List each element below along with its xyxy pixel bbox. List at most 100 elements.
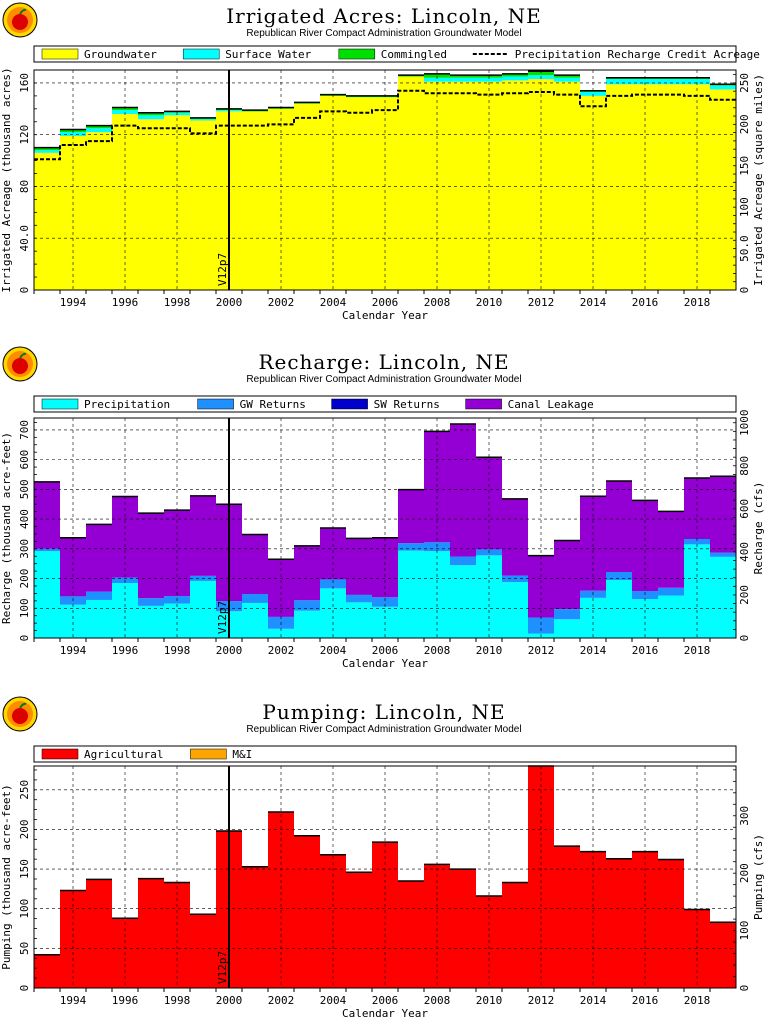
recharge-panel: Recharge: Lincoln, NE Republican River C…	[0, 344, 768, 684]
bar-segment	[138, 513, 164, 599]
bar-segment	[684, 79, 710, 85]
x-tick-label: 1994	[60, 994, 87, 1007]
bar-segment	[684, 84, 710, 290]
x-tick-label: 2016	[632, 994, 659, 1007]
recharge-chart: Precipitation GW Returns SW Returns Canal L…	[0, 395, 765, 670]
legend: Agricultural M&I	[33, 745, 737, 763]
bar-segment	[554, 609, 580, 620]
y-axis-label: Pumping (thousand acre-feet)	[0, 784, 13, 969]
y2-axis-label: Pumping (cfs)	[752, 834, 765, 920]
y2-tick-label: 150	[738, 156, 751, 176]
bar-segment	[138, 112, 164, 116]
bar-segment	[164, 510, 190, 597]
bar-segment	[372, 842, 398, 988]
bar-segment	[606, 858, 632, 988]
y2-tick-label: 100	[738, 197, 751, 217]
y2-tick-label: 200	[738, 114, 751, 134]
x-tick-label: 2010	[476, 644, 503, 657]
bar-segment	[450, 565, 476, 638]
bar-segment	[710, 556, 736, 638]
plot-frame	[33, 417, 737, 639]
bar-segment	[658, 587, 684, 596]
x-tick-label: 2012	[528, 296, 555, 309]
bar-segment	[34, 150, 60, 153]
bar-segment	[450, 75, 476, 78]
bar-segment	[580, 92, 606, 96]
apple-logo-icon	[2, 2, 38, 38]
irrigated-acres-chart: Groundwater Surface Water Commingled Precip…	[0, 45, 765, 322]
x-tick-label: 2006	[372, 994, 399, 1007]
bar-segment	[190, 914, 216, 988]
y-tick-label: 0	[18, 287, 31, 294]
bar-segment	[710, 476, 736, 553]
legend-label: Groundwater	[84, 48, 157, 61]
bar-segment	[632, 851, 658, 988]
bar-segment	[34, 551, 60, 638]
bar-segment	[320, 528, 346, 580]
x-axis-label: Calendar Year	[342, 1007, 428, 1020]
legend-label: Agricultural	[84, 748, 163, 761]
y-tick-label: 0	[18, 985, 31, 992]
legend-swatch	[41, 748, 79, 760]
bar-segment	[294, 835, 320, 988]
bar-segment	[658, 511, 684, 588]
x-tick-label: 2002	[268, 994, 295, 1007]
bar-segment	[502, 80, 528, 291]
x-tick-label: 2008	[424, 296, 451, 309]
bar-segment	[190, 119, 216, 121]
bar-segment	[242, 866, 268, 988]
legend-label: Precipitation Recharge Credit Acreage	[515, 48, 760, 61]
y-tick-label: 150	[18, 859, 31, 879]
bar-segment	[242, 534, 268, 594]
bar-segment	[138, 878, 164, 988]
bar-segment	[554, 846, 580, 988]
y-tick-label: 100	[18, 899, 31, 919]
bar-segment	[606, 84, 632, 290]
y-tick-label: 200	[18, 819, 31, 839]
y2-tick-label: 250	[738, 73, 751, 93]
grid	[34, 766, 736, 988]
model-version-label: V12p7	[216, 253, 229, 286]
bar-segment	[554, 77, 580, 82]
bar-segment	[34, 954, 60, 988]
y2-tick-label: 600	[738, 499, 751, 519]
irrigated-acres-panel: Irrigated Acres: Lincoln, NE Republican …	[0, 0, 768, 340]
bars	[34, 423, 736, 638]
y-tick-label: 300	[18, 539, 31, 559]
x-tick-label: 2006	[372, 644, 399, 657]
bar-segment	[554, 540, 580, 610]
y2-axis-label: Irrigated Acreage (square miles)	[752, 74, 765, 286]
x-tick-label: 2004	[320, 994, 347, 1007]
bar-segment	[320, 579, 346, 589]
bar-segment	[242, 602, 268, 638]
legend-label: Canal Leakage	[508, 398, 594, 411]
bar-segment	[164, 603, 190, 638]
bar-segment	[606, 580, 632, 638]
bar-segment	[34, 152, 60, 290]
y2-tick-label: 300	[738, 806, 751, 826]
bar-segment	[554, 75, 580, 78]
bar-segment	[450, 81, 476, 290]
bar-segment	[34, 147, 60, 151]
x-tick-label: 2014	[580, 994, 607, 1007]
x-tick-label: 2016	[632, 644, 659, 657]
bar-segment	[268, 108, 294, 290]
bar-segment	[398, 543, 424, 551]
x-tick-label: 1996	[112, 296, 139, 309]
x-tick-label: 2010	[476, 994, 503, 1007]
bar-segment	[190, 120, 216, 291]
x-tick-label: 1994	[60, 644, 87, 657]
model-version-label: V12p7	[216, 951, 229, 984]
legend-swatch	[197, 398, 234, 410]
bar-segment	[528, 71, 554, 76]
bar-segment	[138, 598, 164, 606]
x-tick-label: 2014	[580, 644, 607, 657]
legend-swatch	[182, 48, 220, 60]
bar-segment	[346, 872, 372, 988]
y-tick-label: 80	[18, 180, 31, 193]
bar-segment	[138, 605, 164, 638]
bar-segment	[138, 115, 164, 120]
legend: Precipitation GW Returns SW Returns Canal L…	[33, 395, 737, 413]
x-tick-label: 2002	[268, 644, 295, 657]
